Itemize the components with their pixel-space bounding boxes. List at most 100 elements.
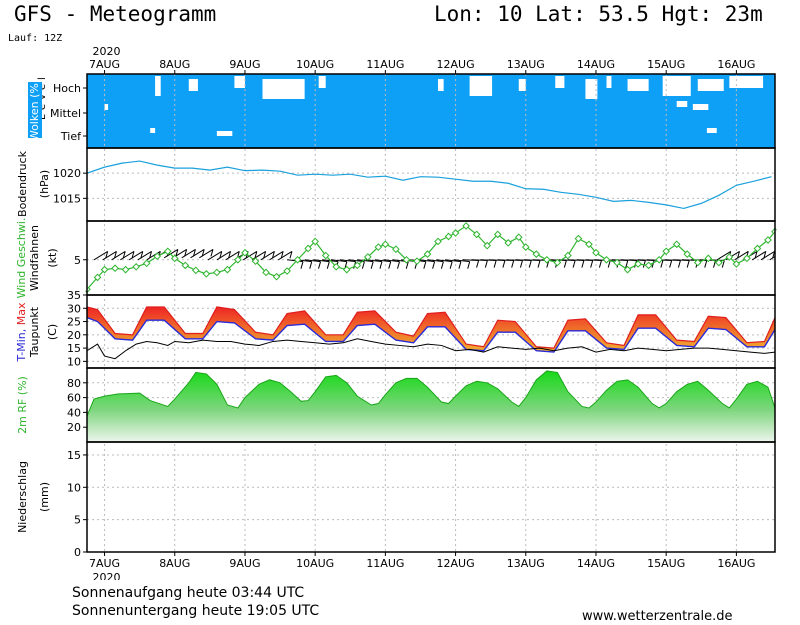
wind-barb-shaft xyxy=(751,250,767,261)
wind-barb-shaft xyxy=(93,250,108,261)
y-tick-label: 40 xyxy=(67,406,81,419)
wind-speed-point xyxy=(613,258,621,267)
wind-speed-point xyxy=(223,265,232,274)
niederschlag-axis-label: Niederschlag xyxy=(16,461,29,533)
cloud-gap-tief xyxy=(216,131,233,136)
wind-barb-shaft xyxy=(366,259,383,263)
cloud-level-label: Mittel xyxy=(50,107,81,120)
wind-barb-flag xyxy=(210,249,214,257)
wind-barb-shaft xyxy=(330,259,347,263)
dewpoint-line xyxy=(87,338,775,360)
windfahnen-axis-label: Windfahnen xyxy=(28,225,41,291)
wind-barb-shaft xyxy=(357,259,374,263)
wind-barb-flag xyxy=(686,260,690,268)
wind-speed-point xyxy=(100,265,109,274)
wind-barb-shaft xyxy=(436,259,453,263)
wind-barb-flag xyxy=(318,261,321,269)
bodendruck-unit-label-part: (hPa) xyxy=(38,170,51,198)
wind-speed-point xyxy=(592,248,600,257)
wind-speed-line xyxy=(87,225,775,290)
wind-barb-flag xyxy=(677,260,681,268)
panel-frame-wind xyxy=(86,220,776,296)
day-label-bottom: 10AUG xyxy=(296,557,334,570)
wind-barb-flag xyxy=(572,260,576,268)
y-tick-label: 20 xyxy=(67,421,81,434)
wind-speed-point xyxy=(293,255,302,264)
wind-speed-point xyxy=(634,260,642,268)
wind-speed-point xyxy=(493,230,502,239)
wind-barb-flag xyxy=(379,261,383,269)
day-label-top: 7AUG xyxy=(89,58,120,71)
wind-barb-shaft xyxy=(111,250,126,261)
y-tick-label: 60 xyxy=(67,392,81,405)
wind-barbs xyxy=(93,248,775,269)
niederschlag-axis-label-part: Niederschlag xyxy=(16,461,29,533)
cloud-level-label: Hoch xyxy=(53,82,81,95)
y-tick-label: 30 xyxy=(67,302,81,315)
wind-speed-point xyxy=(121,265,130,274)
wind-barb-shaft xyxy=(102,250,117,261)
wind-barb-flag xyxy=(563,260,567,268)
site-link[interactable]: www.wetterzentrale.de xyxy=(582,609,733,624)
cloud-gap-tief xyxy=(706,128,717,133)
wind-speed-point xyxy=(142,259,151,268)
y-tick-label: 35 xyxy=(67,289,81,302)
cloud-gap-hoch xyxy=(188,79,198,91)
rf-axis-label-part: 2m RF xyxy=(16,399,29,434)
wind-barb-flag xyxy=(528,260,532,268)
wind-barb-shaft xyxy=(444,259,461,263)
windfahnen-axis-label-part: Windfahnen xyxy=(28,225,41,291)
wind-barb-shaft xyxy=(199,248,214,259)
y-tick-label: 25 xyxy=(67,316,81,329)
day-label-top: 15AUG xyxy=(647,58,685,71)
wind-speed-point xyxy=(163,247,172,256)
wind-unit-label: (kt) xyxy=(46,248,59,267)
wind-speed-point xyxy=(672,240,681,249)
wind-speed-point xyxy=(191,266,200,275)
wind-barb-shaft xyxy=(734,250,749,261)
niederschlag-unit-label-part: (mm) xyxy=(38,482,51,512)
y-tick-label: 0 xyxy=(74,546,81,559)
day-label-top: 12AUG xyxy=(437,58,475,71)
temperature-unit-label: (C) xyxy=(46,324,59,340)
wind-speed-point xyxy=(483,241,491,250)
day-label-top: 9AUG xyxy=(229,58,260,71)
wind-speed-point xyxy=(374,243,383,251)
wind-barb-flag xyxy=(467,261,471,269)
wind-speed-point xyxy=(311,237,319,246)
level-axis-letter: v xyxy=(37,94,48,100)
wind-barb-shaft xyxy=(120,250,135,261)
day-label-bottom: 16AUG xyxy=(717,557,755,570)
wind-speed-point xyxy=(715,258,723,267)
wind-barb-flag xyxy=(326,261,330,269)
wind-speed-point xyxy=(283,267,291,275)
wind-speed-point xyxy=(423,250,432,258)
wind-barb-shaft xyxy=(383,259,400,263)
pressure-line xyxy=(87,160,772,210)
wind-barb-flag xyxy=(502,260,506,268)
wind-barb-flag xyxy=(607,260,611,268)
wind-barb-flag xyxy=(660,260,664,268)
wind-speed-point xyxy=(181,261,190,270)
wind-axis-label: Wind Geschwi. xyxy=(15,218,28,299)
wind-speed-point xyxy=(213,268,221,277)
day-label-bottom: 13AUG xyxy=(507,557,545,570)
wind-speed-point xyxy=(662,247,671,256)
rf-line xyxy=(87,370,775,417)
wind-speed-point xyxy=(532,250,541,258)
wind-speed-point xyxy=(753,244,762,253)
wind-barb-flag xyxy=(289,251,293,259)
y-tick-label: 15 xyxy=(67,342,81,355)
dewpoint-axis-label: Taupunkt xyxy=(28,306,41,358)
year-label-top: 2020 xyxy=(93,45,121,58)
rf-area xyxy=(87,370,775,442)
wind-speed-point xyxy=(543,255,551,264)
wind-barb-shaft xyxy=(216,250,231,261)
tmax-line xyxy=(87,306,775,349)
sunrise-text: Sonnenaufgang heute 03:44 UTC xyxy=(72,585,305,601)
wind-speed-point xyxy=(462,222,470,230)
wind-speed-point xyxy=(644,261,653,270)
wind-speed-point xyxy=(304,244,312,253)
y-tick-label: 15 xyxy=(67,449,81,462)
wind-speed-point xyxy=(353,261,362,270)
